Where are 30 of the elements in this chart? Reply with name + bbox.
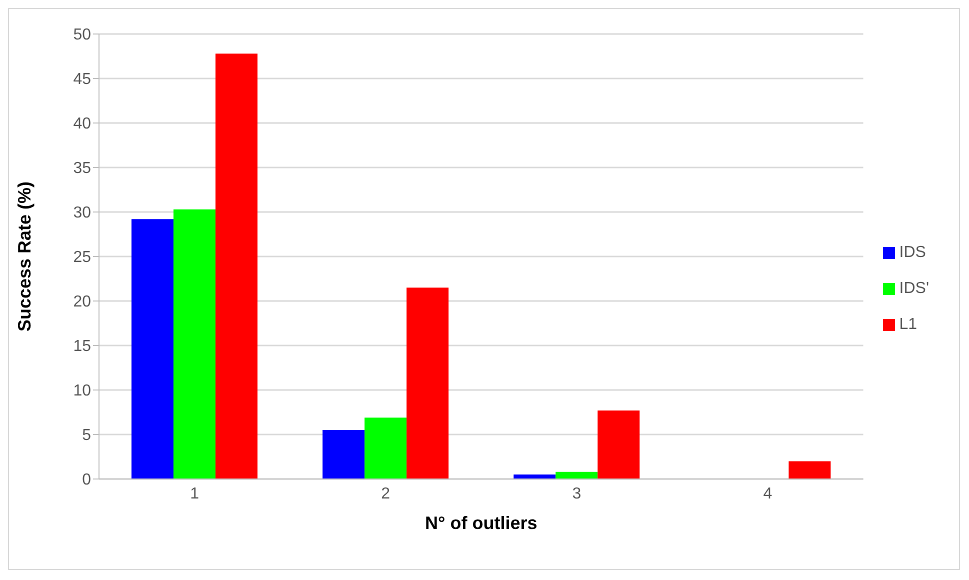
y-axis-title: Success Rate (%) [14, 181, 34, 332]
bar [406, 288, 449, 479]
y-tick-label: 50 [73, 26, 92, 44]
y-tick-label: 45 [73, 71, 92, 88]
y-tick-label: 0 [82, 472, 92, 489]
bar [364, 418, 407, 479]
y-tick-label: 25 [73, 249, 92, 266]
x-tick-label: 4 [763, 485, 772, 502]
y-tick-label: 40 [73, 116, 92, 133]
legend-label: IDS [899, 244, 926, 261]
x-axis-title: N° of outliers [425, 513, 538, 533]
y-tick-label: 5 [82, 427, 92, 444]
y-tick-label: 10 [73, 382, 92, 400]
y-tick-label: 15 [73, 338, 92, 356]
y-tick-label: 30 [73, 204, 92, 222]
bar [598, 410, 640, 479]
x-tick-label: 1 [190, 485, 200, 502]
bar [215, 54, 258, 479]
legend-label: L1 [899, 316, 918, 333]
y-tick-label: 20 [73, 294, 92, 311]
bar [322, 430, 365, 479]
x-tick-label: 2 [381, 485, 390, 502]
bar [514, 474, 556, 479]
x-tick-label: 3 [572, 485, 582, 502]
bar [173, 209, 216, 479]
bar [556, 472, 598, 479]
legend-label: IDS' [899, 280, 929, 297]
bar [788, 461, 831, 479]
bar [131, 219, 174, 479]
y-tick-label: 35 [73, 160, 92, 178]
